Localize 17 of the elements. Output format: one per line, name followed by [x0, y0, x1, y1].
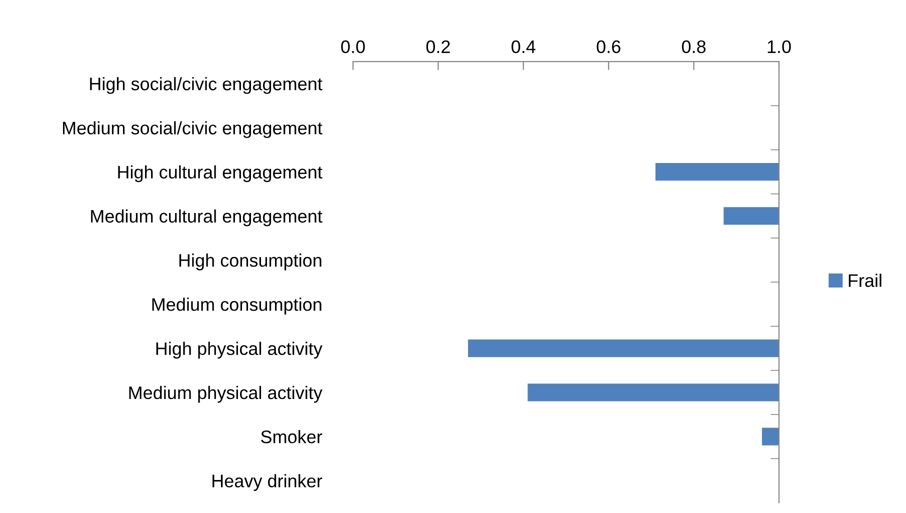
legend-label: Frail	[848, 274, 882, 287]
y-tick-label: High cultural engagement	[118, 165, 322, 182]
y-tick-label: Medium consumption	[152, 298, 322, 314]
x-tick-label: 0.8	[682, 40, 706, 54]
y-tick-label: High social/civic engagement	[90, 77, 322, 94]
x-tick-label: 0.4	[512, 40, 536, 54]
y-tick-label: Smoker	[261, 430, 322, 444]
y-tick-label: Medium cultural engagement	[91, 209, 322, 226]
y-tick-label: High consumption	[179, 254, 322, 270]
x-tick-label: 0.2	[426, 40, 450, 54]
y-tick-label: High physical activity	[156, 342, 322, 359]
x-tick-label: 0.0	[341, 40, 365, 54]
y-tick-label: Heavy drinker	[212, 474, 322, 491]
x-tick-label: 0.6	[596, 40, 620, 54]
y-tick-label: Medium social/civic engagement	[63, 121, 322, 138]
x-tick-label: 1.0	[768, 40, 791, 54]
y-tick-label: Medium physical activity	[129, 386, 322, 403]
